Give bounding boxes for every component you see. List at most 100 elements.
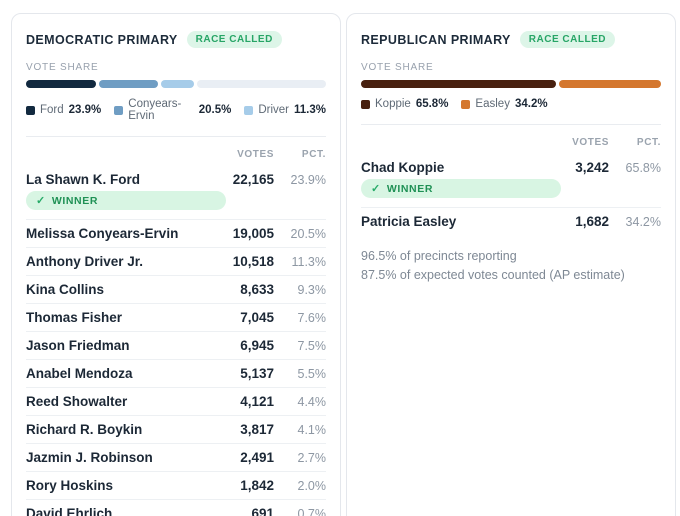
- candidate-name: Richard R. Boykin: [26, 422, 143, 437]
- candidate-votes: 3,817: [240, 422, 274, 437]
- candidate-row: Chad Koppie 3,242 65.8% ✓ WINNER: [361, 154, 661, 208]
- candidate-name: La Shawn K. Ford: [26, 172, 141, 187]
- candidate-pct: 11.3%: [291, 255, 326, 269]
- legend-swatch-icon: [361, 99, 370, 109]
- vote-share-bar-segment-koppie: [361, 80, 557, 88]
- winner-label: WINNER: [386, 182, 434, 195]
- candidate-row-main: Jason Friedman 6,945 7.5%: [26, 338, 326, 353]
- race-called-badge: RACE CALLED: [186, 31, 282, 48]
- results-rows: La Shawn K. Ford 22,165 23.9% ✓ WINNER Meliss…: [26, 166, 326, 516]
- candidate-name: Patricia Easley: [361, 214, 457, 229]
- candidate-row: Anthony Driver Jr. 10,518 11.3%: [26, 248, 326, 276]
- candidate-votes: 1,682: [575, 214, 609, 229]
- vote-share-bar-segment-conyears-ervin: [98, 80, 159, 88]
- race-called-badge: RACE CALLED: [519, 31, 615, 48]
- candidate-row-main: Anabel Mendoza 5,137 5.5%: [26, 366, 326, 381]
- legend-candidate-pct: 34.2%: [514, 98, 548, 110]
- name-column-header: [26, 149, 194, 160]
- candidate-votes: 1,842: [240, 478, 274, 493]
- candidate-votes: 10,518: [232, 254, 274, 269]
- legend-candidate-name: Koppie: [375, 98, 411, 110]
- vote-share-bar-segment-remainder: [197, 80, 326, 88]
- candidate-votes: 8,633: [240, 282, 274, 297]
- vote-share-legend: Koppie 65.8% Easley 34.2%: [361, 98, 661, 125]
- candidate-row: Thomas Fisher 7,045 7.6%: [26, 304, 326, 332]
- checkmark-icon: ✓: [36, 195, 46, 207]
- candidate-pct: 2.0%: [297, 479, 327, 493]
- legend-swatch-icon: [244, 105, 254, 115]
- candidate-name: Anabel Mendoza: [26, 366, 133, 381]
- vote-share-bar: [26, 80, 326, 88]
- candidate-row-main: Kina Collins 8,633 9.3%: [26, 282, 326, 297]
- candidate-row-main: Melissa Conyears-Ervin 19,005 20.5%: [26, 226, 326, 241]
- checkmark-icon: ✓: [371, 183, 381, 195]
- candidate-name: Reed Showalter: [26, 394, 128, 409]
- panel-title: DEMOCRATIC PRIMARY: [26, 32, 178, 47]
- candidate-row: Reed Showalter 4,121 4.4%: [26, 388, 326, 416]
- results-table-header: VOTES PCT.: [26, 149, 326, 166]
- candidate-name: David Ehrlich: [26, 506, 113, 516]
- vote-share-label: VOTE SHARE: [361, 62, 434, 73]
- results-rows: Chad Koppie 3,242 65.8% ✓ WINNER Patricia Eas…: [361, 154, 661, 235]
- candidate-name: Kina Collins: [26, 282, 105, 297]
- winner-label: WINNER: [51, 194, 99, 207]
- candidate-row-main: Patricia Easley 1,682 34.2%: [361, 214, 661, 229]
- democratic-primary-panel: DEMOCRATIC PRIMARY RACE CALLED VOTE SHAR…: [11, 13, 341, 516]
- candidate-votes: 691: [251, 506, 274, 516]
- vote-share-bar-segment-easley: [559, 80, 661, 88]
- candidate-row-main: Rory Hoskins 1,842 2.0%: [26, 478, 326, 493]
- candidate-votes: 5,137: [240, 366, 274, 381]
- vote-share-bar-segment-ford: [26, 80, 96, 88]
- legend-candidate-name: Easley: [475, 98, 510, 110]
- candidate-pct: 34.2%: [625, 215, 661, 229]
- candidate-pct: 9.3%: [297, 283, 327, 297]
- legend-candidate-name: Conyears-Ervin: [128, 98, 182, 122]
- votes-column-header: VOTES: [572, 137, 609, 148]
- legend-swatch-icon: [114, 105, 124, 115]
- candidate-pct: 65.8%: [625, 161, 661, 175]
- candidate-name: Jason Friedman: [26, 338, 130, 353]
- legend-candidate-pct: 11.3%: [294, 104, 326, 116]
- legend-item-easley: Easley 34.2%: [461, 98, 548, 110]
- candidate-name: Rory Hoskins: [26, 478, 114, 493]
- candidate-pct: 20.5%: [290, 227, 326, 241]
- legend-candidate-pct: 23.9%: [68, 104, 102, 116]
- candidate-pct: 23.9%: [290, 173, 326, 187]
- legend-item-koppie: Koppie 65.8%: [361, 98, 448, 110]
- legend-candidate-pct: 20.5%: [198, 104, 232, 116]
- candidate-row: Melissa Conyears-Ervin 19,005 20.5%: [26, 220, 326, 248]
- candidate-row: Rory Hoskins 1,842 2.0%: [26, 472, 326, 500]
- panel-header: REPUBLICAN PRIMARY RACE CALLED: [361, 31, 661, 48]
- candidate-votes: 2,491: [240, 450, 274, 465]
- candidate-name: Chad Koppie: [361, 160, 445, 175]
- candidate-pct: 7.5%: [297, 339, 327, 353]
- legend-item-ford: Ford 23.9%: [26, 104, 101, 116]
- winner-badge: ✓ WINNER: [26, 191, 226, 210]
- candidate-votes: 19,005: [232, 226, 274, 241]
- candidate-row: Kina Collins 8,633 9.3%: [26, 276, 326, 304]
- candidate-name: Jazmin J. Robinson: [26, 450, 153, 465]
- candidate-pct: 4.1%: [297, 423, 327, 437]
- candidate-row-main: La Shawn K. Ford 22,165 23.9%: [26, 172, 326, 187]
- candidate-row-main: Jazmin J. Robinson 2,491 2.7%: [26, 450, 326, 465]
- candidate-votes: 7,045: [240, 310, 274, 325]
- candidate-row-main: Chad Koppie 3,242 65.8%: [361, 160, 661, 175]
- legend-item-conyears-ervin: Conyears-Ervin 20.5%: [114, 98, 231, 122]
- candidate-name: Anthony Driver Jr.: [26, 254, 144, 269]
- votes-column-header: VOTES: [237, 149, 274, 160]
- candidate-row: Anabel Mendoza 5,137 5.5%: [26, 360, 326, 388]
- legend-candidate-name: Driver: [258, 104, 290, 116]
- republican-primary-panel: REPUBLICAN PRIMARY RACE CALLED VOTE SHAR…: [346, 13, 676, 516]
- candidate-votes: 6,945: [240, 338, 274, 353]
- candidate-votes: 22,165: [232, 172, 274, 187]
- candidate-row-main: Thomas Fisher 7,045 7.6%: [26, 310, 326, 325]
- candidate-pct: 4.4%: [297, 395, 327, 409]
- candidate-row: Richard R. Boykin 3,817 4.1%: [26, 416, 326, 444]
- panel-title: REPUBLICAN PRIMARY: [361, 32, 511, 47]
- panel-header: DEMOCRATIC PRIMARY RACE CALLED: [26, 31, 326, 48]
- reporting-footnote: 96.5% of precincts reporting: [361, 249, 517, 263]
- candidate-pct: 5.5%: [297, 367, 327, 381]
- candidate-row-main: Richard R. Boykin 3,817 4.1%: [26, 422, 326, 437]
- candidate-votes: 3,242: [575, 160, 609, 175]
